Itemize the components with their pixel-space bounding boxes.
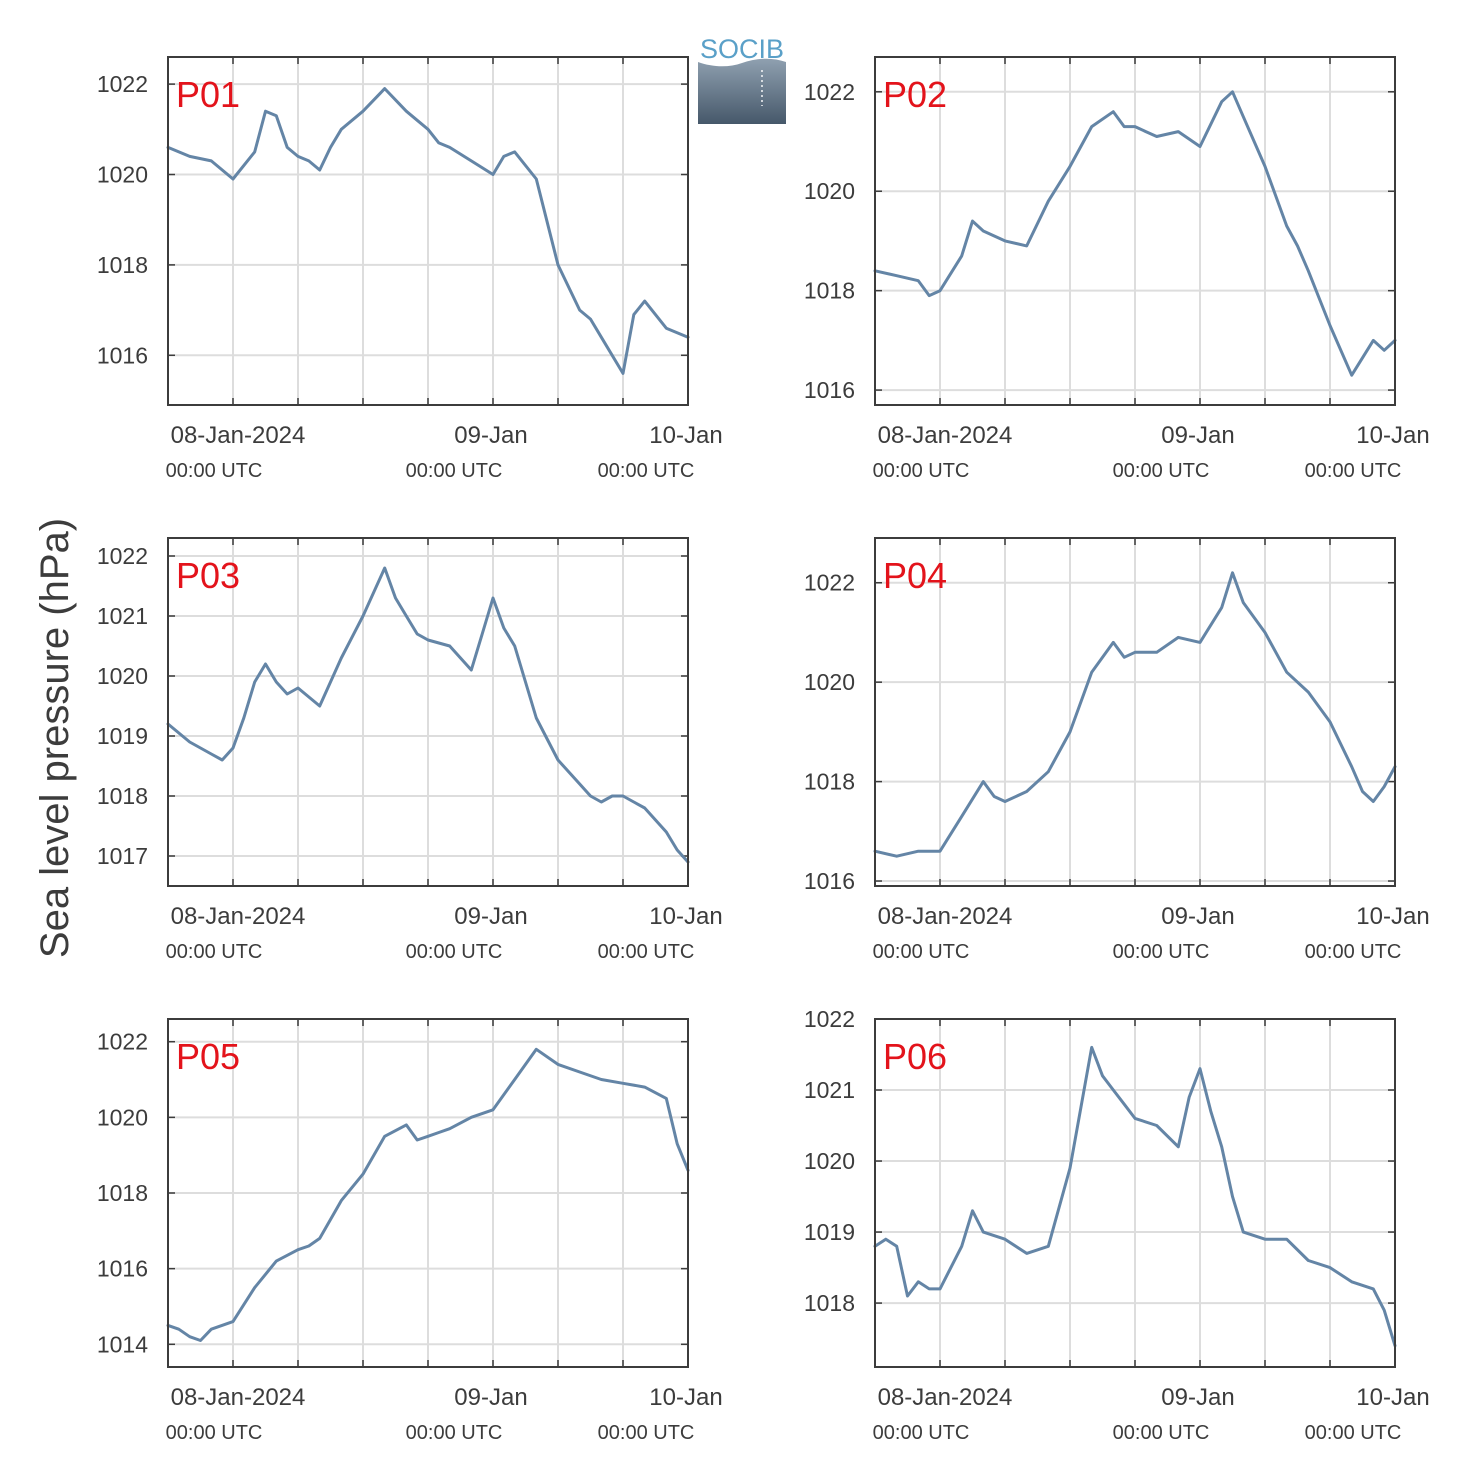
pressure-line <box>166 87 690 375</box>
x-tick-time-label: 00:00 UTC <box>1113 460 1210 482</box>
y-tick-label: 1022 <box>97 1029 148 1055</box>
x-tick-time-label: 00:00 UTC <box>1305 460 1402 482</box>
axes-frame <box>874 1018 1396 1368</box>
panel-grid: 1016 1018 1020 1022 P01 08-Jan-2024 00:00 UTC 0… <box>97 56 1430 1444</box>
chart-panel-p01: 1016 1018 1020 1022 P01 08-Jan-2024 00:00 UTC 0… <box>97 56 723 482</box>
y-tick-label: 1020 <box>804 178 855 204</box>
axes-frame <box>167 56 689 406</box>
y-tick-label: 1016 <box>97 342 148 368</box>
chart-panel-p05: 1014 1016 1018 1020 1022 P05 08-Jan-2024 00:00 … <box>97 1018 723 1444</box>
chart-panel-p03: 1017 1018 1019 1020 1021 1022 P03 08-Jan-2024 00… <box>97 537 723 963</box>
x-tick-date-label: 10-Jan <box>649 903 722 930</box>
x-tick-date-label: 10-Jan <box>1356 1384 1429 1411</box>
y-tick-label: 1021 <box>804 1077 855 1103</box>
x-tick-time-label: 00:00 UTC <box>1113 941 1210 963</box>
axes-frame <box>874 537 1396 887</box>
chart-panel-p06: 1018 1019 1020 1021 1022 P06 08-Jan-2024 00:00 … <box>804 1006 1430 1444</box>
x-tick-date-label: 09-Jan <box>454 903 527 930</box>
x-tick-time-label: 00:00 UTC <box>873 941 970 963</box>
x-tick-time-label: 00:00 UTC <box>598 1422 695 1444</box>
panel-label: P06 <box>883 1036 947 1077</box>
x-tick-date-label: 08-Jan-2024 <box>878 903 1013 930</box>
logo-wave <box>698 58 786 124</box>
panel-label: P04 <box>883 555 947 596</box>
y-tick-label: 1016 <box>97 1256 148 1282</box>
x-tick-date-label: 10-Jan <box>1356 903 1429 930</box>
chart-panel-p04: 1016 1018 1020 1022 P04 08-Jan-2024 00:00 UTC 0… <box>804 537 1430 963</box>
panel-label: P03 <box>176 555 240 596</box>
panel-label: P05 <box>176 1036 240 1077</box>
x-tick-date-label: 10-Jan <box>649 1384 722 1411</box>
y-tick-label: 1020 <box>97 1104 148 1130</box>
x-tick-date-label: 08-Jan-2024 <box>171 903 306 930</box>
y-tick-label: 1016 <box>804 868 855 894</box>
x-tick-time-label: 00:00 UTC <box>1305 941 1402 963</box>
x-tick-date-label: 09-Jan <box>454 422 527 449</box>
y-tick-label: 1022 <box>804 79 855 105</box>
y-tick-label: 1018 <box>97 1180 148 1206</box>
y-tick-label: 1018 <box>97 783 148 809</box>
x-tick-time-label: 00:00 UTC <box>873 1422 970 1444</box>
y-tick-label: 1021 <box>97 603 148 629</box>
x-tick-date-label: 08-Jan-2024 <box>171 1384 306 1411</box>
panel-label: P01 <box>176 74 240 115</box>
y-tick-label: 1020 <box>804 1148 855 1174</box>
y-tick-label: 1018 <box>804 1290 855 1316</box>
x-tick-time-label: 00:00 UTC <box>166 941 263 963</box>
y-tick-label: 1018 <box>804 278 855 304</box>
x-tick-time-label: 00:00 UTC <box>1113 1422 1210 1444</box>
x-tick-date-label: 08-Jan-2024 <box>878 1384 1013 1411</box>
pressure-line <box>873 571 1397 858</box>
socib-logo: SOCIB <box>698 34 786 124</box>
x-tick-date-label: 09-Jan <box>454 1384 527 1411</box>
panel-label: P02 <box>883 74 947 115</box>
y-tick-label: 1022 <box>97 543 148 569</box>
x-tick-time-label: 00:00 UTC <box>406 941 503 963</box>
pressure-line <box>873 90 1397 377</box>
axes-frame <box>167 537 689 887</box>
y-tick-label: 1014 <box>97 1331 148 1357</box>
y-tick-label: 1020 <box>804 669 855 695</box>
y-tick-label: 1019 <box>804 1219 855 1245</box>
y-tick-label: 1022 <box>804 1006 855 1032</box>
x-tick-time-label: 00:00 UTC <box>166 1422 263 1444</box>
x-tick-date-label: 08-Jan-2024 <box>171 422 306 449</box>
pressure-line <box>166 1047 690 1342</box>
x-tick-date-label: 10-Jan <box>649 422 722 449</box>
pressure-line <box>873 1045 1397 1348</box>
y-tick-label: 1018 <box>804 769 855 795</box>
x-tick-date-label: 10-Jan <box>1356 422 1429 449</box>
x-tick-time-label: 00:00 UTC <box>406 1422 503 1444</box>
chart-panel-p02: 1016 1018 1020 1022 P02 08-Jan-2024 00:00 UTC 0… <box>804 56 1430 482</box>
x-tick-time-label: 00:00 UTC <box>598 941 695 963</box>
x-tick-time-label: 00:00 UTC <box>1305 1422 1402 1444</box>
x-tick-time-label: 00:00 UTC <box>598 460 695 482</box>
y-tick-label: 1016 <box>804 377 855 403</box>
y-tick-label: 1020 <box>97 663 148 689</box>
x-tick-date-label: 09-Jan <box>1161 1384 1234 1411</box>
y-tick-label: 1022 <box>804 570 855 596</box>
x-tick-date-label: 09-Jan <box>1161 422 1234 449</box>
y-axis-label: Sea level pressure (hPa) <box>33 518 77 958</box>
pressure-line <box>166 566 690 864</box>
x-tick-date-label: 08-Jan-2024 <box>878 422 1013 449</box>
x-tick-time-label: 00:00 UTC <box>406 460 503 482</box>
y-tick-label: 1020 <box>97 162 148 188</box>
x-tick-time-label: 00:00 UTC <box>166 460 263 482</box>
x-tick-time-label: 00:00 UTC <box>873 460 970 482</box>
y-tick-label: 1017 <box>97 843 148 869</box>
y-tick-label: 1022 <box>97 71 148 97</box>
y-tick-label: 1019 <box>97 723 148 749</box>
y-tick-label: 1018 <box>97 252 148 278</box>
axes-frame <box>167 1018 689 1368</box>
x-tick-date-label: 09-Jan <box>1161 903 1234 930</box>
axes-frame <box>874 56 1396 406</box>
